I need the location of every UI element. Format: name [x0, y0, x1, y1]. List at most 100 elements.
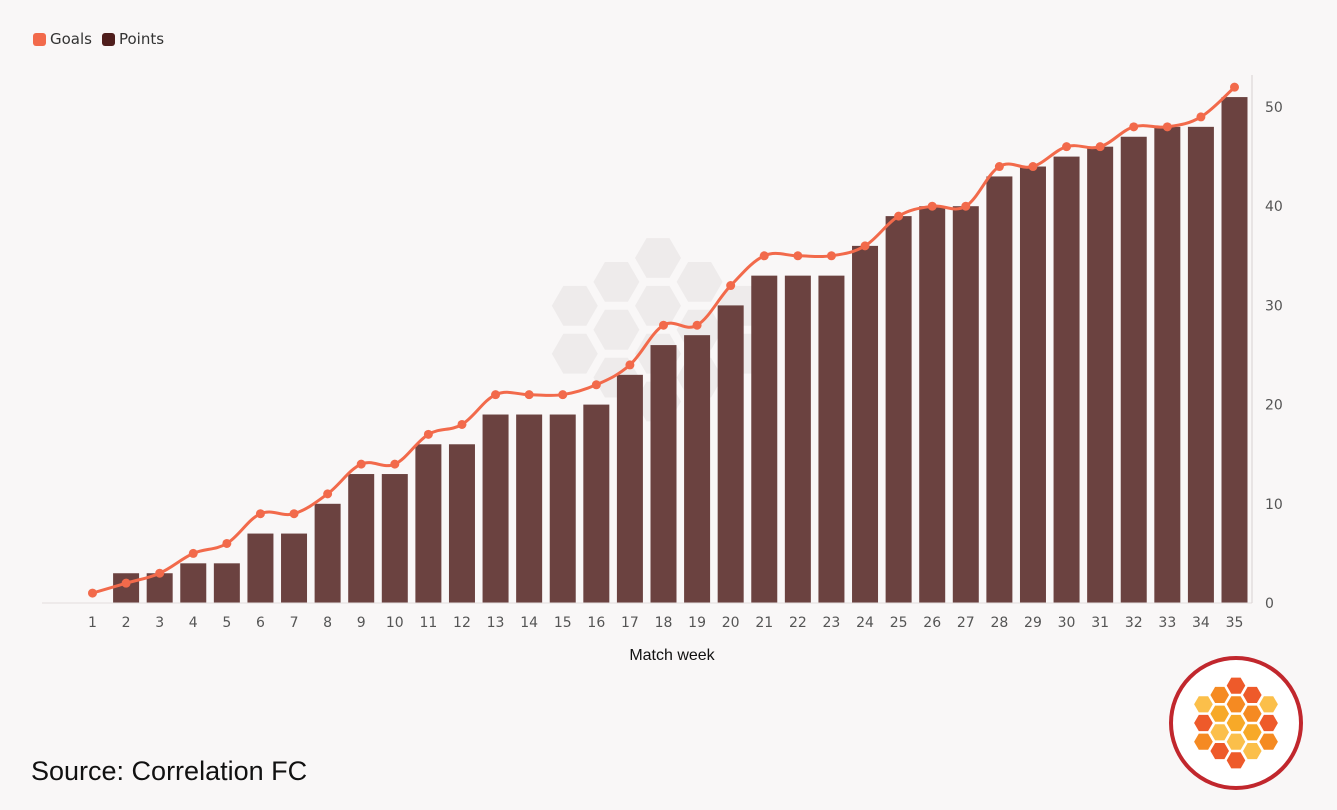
points-bar-21[interactable] [751, 275, 778, 603]
logo-hex-9 [1226, 714, 1246, 732]
goals-point-12[interactable] [457, 419, 467, 429]
logo-hex-10 [1226, 733, 1246, 750]
points-bar-8[interactable] [314, 503, 341, 603]
goals-point-34[interactable] [1196, 112, 1206, 122]
points-bar-19[interactable] [684, 335, 711, 603]
x-tick-6: 6 [256, 615, 265, 631]
logo-hex-5 [1210, 724, 1229, 741]
points-bar-7[interactable] [281, 533, 308, 603]
x-tick-28: 28 [990, 615, 1008, 631]
points-bar-24[interactable] [852, 245, 879, 603]
points-bar-6[interactable] [247, 533, 274, 603]
points-bar-11[interactable] [415, 444, 442, 603]
points-bar-34[interactable] [1187, 126, 1214, 603]
x-tick-17: 17 [621, 615, 639, 631]
goals-point-31[interactable] [1095, 142, 1105, 152]
x-tick-1: 1 [88, 615, 97, 631]
points-bar-10[interactable] [381, 474, 408, 603]
points-bar-5[interactable] [213, 563, 240, 603]
goals-point-13[interactable] [491, 390, 501, 400]
points-bar-29[interactable] [1019, 166, 1046, 603]
points-bar-25[interactable] [885, 216, 912, 603]
goals-point-1[interactable] [88, 588, 97, 598]
points-bar-26[interactable] [919, 206, 946, 603]
goals-point-8[interactable] [323, 489, 333, 499]
points-bar-31[interactable] [1087, 146, 1114, 603]
x-tick-19: 19 [688, 615, 706, 631]
points-bar-30[interactable] [1053, 156, 1080, 603]
goals-point-6[interactable] [255, 509, 265, 519]
goals-point-24[interactable] [860, 241, 870, 251]
points-bar-13[interactable] [482, 414, 509, 603]
goals-point-23[interactable] [826, 251, 836, 261]
goals-point-29[interactable] [1028, 162, 1038, 172]
x-tick-labels: 1 2 3 4 5 6 7 8 9 10 11 12 13 14 15 16 17 18 19 20 21 22 23 24 2… [88, 615, 1243, 631]
goals-point-35[interactable] [1230, 82, 1239, 92]
goals-point-2[interactable] [121, 578, 131, 588]
points-bars [113, 97, 1248, 603]
points-bar-35[interactable] [1221, 97, 1248, 603]
x-tick-10: 10 [386, 615, 404, 631]
points-bar-27[interactable] [952, 206, 979, 603]
logo-hex-4 [1210, 705, 1229, 722]
goals-point-22[interactable] [793, 251, 803, 261]
points-bar-18[interactable] [650, 345, 677, 603]
points-bar-12[interactable] [448, 444, 475, 603]
correlation-fc-logo [1169, 656, 1303, 790]
goals-point-20[interactable] [726, 281, 736, 291]
goals-point-16[interactable] [591, 380, 601, 390]
goals-point-26[interactable] [927, 201, 937, 211]
goals-point-17[interactable] [625, 360, 635, 370]
logo-hex-14 [1243, 724, 1262, 741]
goals-point-28[interactable] [994, 162, 1004, 172]
points-bar-2[interactable] [113, 573, 140, 603]
goals-point-19[interactable] [692, 320, 702, 330]
points-bar-16[interactable] [583, 404, 610, 603]
points-bar-33[interactable] [1154, 126, 1181, 603]
x-tick-13: 13 [487, 615, 505, 631]
goals-point-32[interactable] [1129, 122, 1139, 132]
goals-point-15[interactable] [558, 390, 568, 400]
x-tick-24: 24 [856, 615, 874, 631]
watermark-hex-6 [593, 309, 640, 350]
points-bar-22[interactable] [784, 275, 811, 603]
points-bar-23[interactable] [818, 275, 845, 603]
goals-point-7[interactable] [289, 509, 299, 519]
goals-point-21[interactable] [759, 251, 769, 261]
goals-point-25[interactable] [894, 211, 904, 221]
goals-point-9[interactable] [356, 459, 366, 469]
goals-point-18[interactable] [659, 320, 668, 330]
goals-point-30[interactable] [1062, 142, 1072, 152]
x-tick-5: 5 [222, 615, 231, 631]
x-tick-4: 4 [189, 615, 198, 631]
logo-hex-13 [1243, 705, 1262, 722]
legend-item-goals[interactable]: Goals [33, 30, 92, 48]
x-tick-15: 15 [554, 615, 572, 631]
points-bar-32[interactable] [1120, 136, 1147, 603]
points-bar-15[interactable] [549, 414, 576, 603]
goals-point-4[interactable] [188, 548, 198, 558]
x-tick-16: 16 [587, 615, 605, 631]
points-bar-17[interactable] [616, 374, 643, 603]
goals-point-14[interactable] [524, 390, 534, 400]
chart-area: 1 2 3 4 5 6 7 8 9 10 11 12 13 14 15 16 17 18 19 20 21 22 23 24 2… [42, 75, 1283, 664]
points-bar-4[interactable] [180, 563, 207, 603]
points-bar-14[interactable] [516, 414, 543, 603]
goals-point-3[interactable] [155, 568, 165, 578]
goals-point-27[interactable] [961, 201, 971, 211]
x-tick-31: 31 [1091, 615, 1109, 631]
goals-point-11[interactable] [423, 429, 433, 439]
x-tick-27: 27 [957, 615, 975, 631]
goals-point-5[interactable] [222, 538, 232, 548]
y-tick-0: 0 [1265, 596, 1274, 612]
x-tick-18: 18 [655, 615, 673, 631]
legend-item-points[interactable]: Points [101, 30, 164, 48]
points-bar-9[interactable] [348, 474, 375, 603]
goals-point-10[interactable] [390, 459, 400, 469]
logo-hex-16 [1259, 696, 1278, 713]
logo-hex-7 [1226, 677, 1246, 694]
goals-point-33[interactable] [1162, 122, 1172, 132]
points-bar-28[interactable] [986, 176, 1013, 603]
points-bar-3[interactable] [146, 573, 173, 603]
points-bar-20[interactable] [717, 305, 744, 603]
